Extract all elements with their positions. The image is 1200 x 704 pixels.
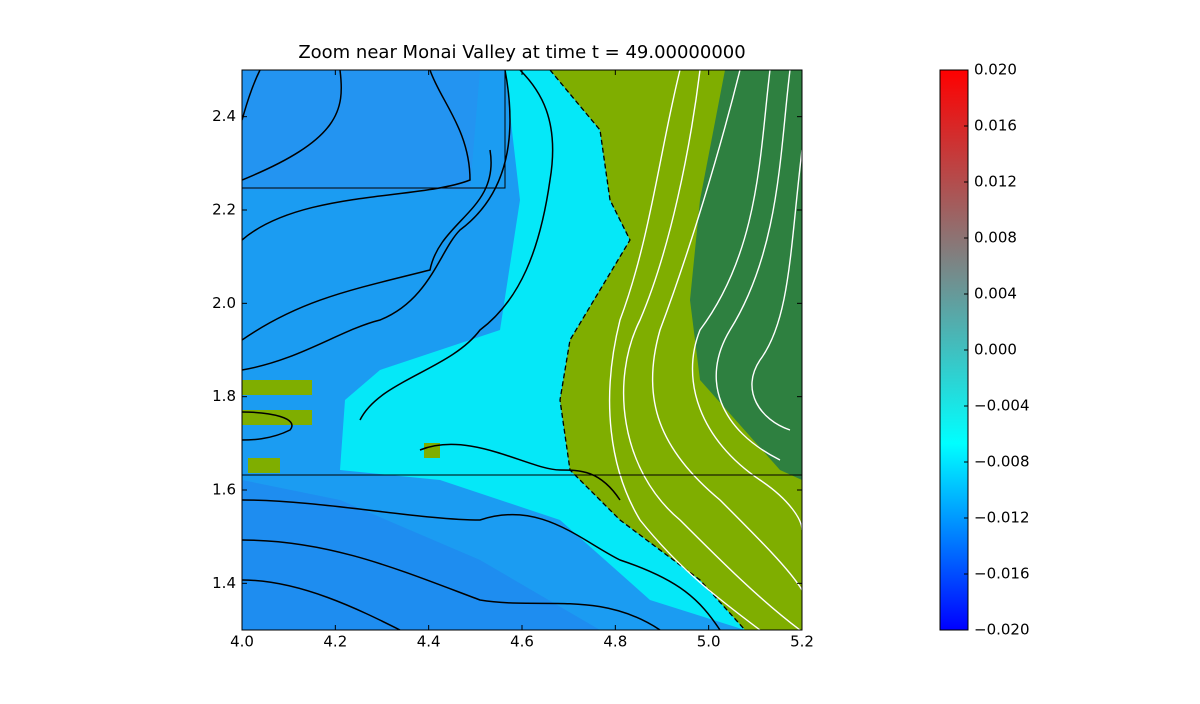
y-tick-label: 1.4	[212, 574, 236, 592]
y-tick-label: 2.2	[212, 201, 236, 219]
y-tick-label: 1.8	[212, 387, 236, 405]
colorbar-tick-label: −0.020	[974, 621, 1030, 639]
colorbar-tick-label: 0.000	[974, 341, 1017, 359]
x-tick-label: 4.6	[510, 633, 534, 651]
x-tick-label: 5.0	[697, 633, 721, 651]
colorbar-tick-label: 0.004	[974, 285, 1017, 303]
colorbar-tick-label: 0.008	[974, 229, 1017, 247]
colorbar-tick-label: 0.016	[974, 117, 1017, 135]
y-tick-label: 2.4	[212, 107, 236, 125]
x-tick-label: 4.2	[323, 633, 347, 651]
colorbar-tick-label: −0.012	[974, 509, 1030, 527]
colorbar-tick-label: −0.016	[974, 565, 1030, 583]
colorbar	[939, 69, 969, 631]
y-tick-label: 2.0	[212, 294, 236, 312]
x-tick-label: 4.4	[417, 633, 441, 651]
colorbar-tick-label: 0.012	[974, 173, 1017, 191]
chart-title: Zoom near Monai Valley at time t = 49.00…	[298, 42, 745, 63]
colorbar-tick-label: −0.004	[974, 397, 1030, 415]
colorbar-tick-label: −0.008	[974, 453, 1030, 471]
colorbar-tick-label: 0.020	[974, 61, 1017, 79]
y-tick-label: 1.6	[212, 481, 236, 499]
x-tick-label: 4.8	[603, 633, 627, 651]
x-tick-label: 5.2	[790, 633, 814, 651]
field	[242, 70, 802, 630]
x-tick-label: 4.0	[230, 633, 254, 651]
